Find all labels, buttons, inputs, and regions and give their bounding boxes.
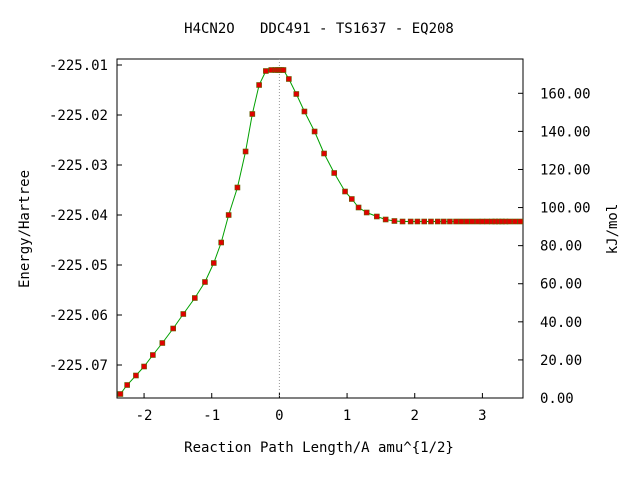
y2-tick-label: 80.00	[540, 239, 582, 255]
y-tick-label: -225.01	[49, 58, 108, 74]
data-point	[512, 218, 518, 225]
data-point	[506, 218, 513, 225]
data-point	[180, 311, 187, 317]
y-axis-label: Energy/Hartree	[17, 170, 33, 288]
data-point	[280, 67, 287, 73]
y2-tick-label: 60.00	[540, 277, 582, 293]
y-tick-label: -225.06	[49, 308, 108, 324]
data-point	[464, 218, 470, 225]
y-tick-label: -225.07	[49, 358, 108, 374]
y-tick-label: -225.05	[49, 258, 108, 274]
data-point	[141, 363, 147, 370]
data-point	[355, 204, 362, 211]
data-point	[117, 391, 124, 397]
data-point	[407, 218, 414, 225]
data-point	[474, 218, 481, 225]
data-points	[117, 67, 524, 397]
data-point	[242, 148, 249, 155]
chart-title: H4CN2O DDC491 - TS1637 - EQ208	[184, 21, 454, 37]
data-point	[150, 352, 156, 358]
y2-tick-label: 160.00	[540, 86, 591, 102]
data-point	[363, 209, 370, 216]
data-point	[342, 188, 348, 195]
data-point	[421, 218, 428, 225]
y-tick-label: -225.04	[49, 208, 108, 224]
data-point	[133, 372, 139, 379]
data-point	[447, 218, 453, 225]
data-point	[124, 382, 130, 388]
data-point	[374, 213, 380, 220]
y2-tick-label: 40.00	[540, 315, 582, 331]
data-point	[469, 218, 476, 225]
data-point	[382, 216, 389, 223]
data-point	[225, 212, 232, 218]
data-point	[517, 218, 524, 225]
data-point	[348, 196, 355, 202]
x-tick-label: 0	[275, 408, 283, 424]
data-point	[441, 218, 447, 225]
y2-axis-label: kJ/mol	[605, 204, 621, 255]
y2-axis-ticks: 0.00 20.00 40.00 60.00 80.00 100.00 120.00 140.…	[518, 86, 591, 407]
data-point	[321, 150, 327, 157]
y2-tick-label: 120.00	[540, 162, 591, 178]
x-tick-label: 2	[411, 408, 419, 424]
data-point	[453, 218, 459, 225]
y2-tick-label: 100.00	[540, 201, 591, 217]
data-point	[159, 340, 166, 346]
y2-tick-label: 20.00	[540, 353, 582, 369]
y2-tick-label: 140.00	[540, 124, 591, 140]
data-point	[484, 218, 490, 225]
x-axis-ticks: -2 -1 0 1 2 3	[136, 393, 487, 424]
y-axis-ticks: -225.01 -225.02 -225.03 -225.04 -225.05 -225.…	[49, 58, 122, 374]
data-point	[263, 68, 269, 74]
x-tick-label: 3	[478, 408, 486, 424]
data-point	[391, 218, 398, 224]
y-tick-label: -225.02	[49, 108, 108, 124]
data-point	[202, 279, 208, 285]
x-axis-label: Reaction Path Length/A amu^{1/2}	[184, 440, 454, 456]
data-point	[170, 325, 176, 332]
data-point	[458, 218, 465, 225]
data-point	[234, 184, 241, 191]
data-point	[293, 91, 300, 97]
data-point	[218, 239, 225, 246]
y2-tick-label: 0.00	[540, 391, 574, 407]
plot-frame	[116, 58, 524, 399]
data-point	[399, 218, 406, 225]
data-point	[434, 218, 441, 225]
data-point	[256, 82, 262, 88]
data-point	[311, 128, 318, 135]
x-tick-label: -2	[136, 408, 153, 424]
x-tick-label: -1	[203, 408, 220, 424]
data-point	[249, 111, 256, 117]
energy-curve	[119, 69, 521, 395]
data-point	[286, 76, 292, 82]
data-point	[479, 218, 486, 225]
data-point	[301, 108, 308, 115]
x-tick-label: 1	[343, 408, 351, 424]
data-point	[414, 218, 421, 225]
data-point	[210, 260, 217, 266]
data-point	[331, 170, 338, 176]
data-point	[428, 218, 434, 225]
y-tick-label: -225.03	[49, 158, 108, 174]
data-point	[192, 295, 198, 301]
